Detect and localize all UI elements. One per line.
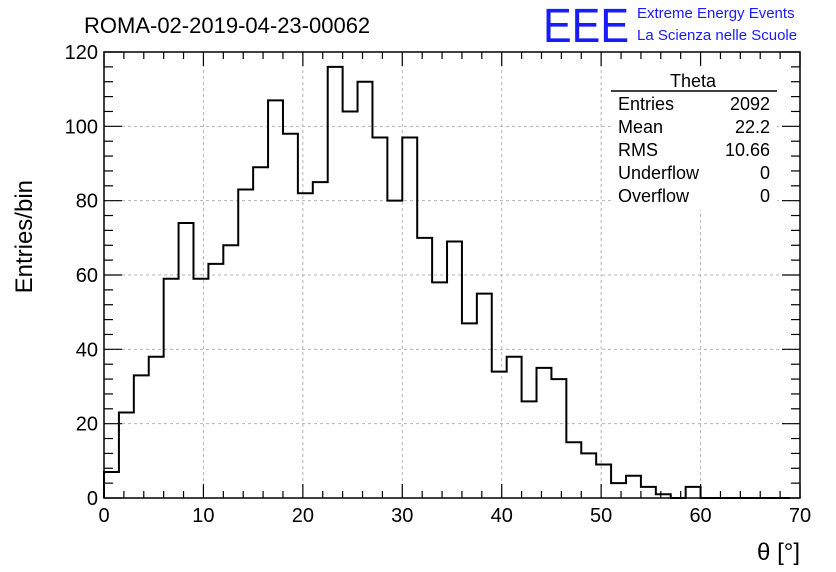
y-tick-label: 40 xyxy=(76,339,98,361)
eee-logo: EEE Extreme Energy Events La Scienza nel… xyxy=(543,0,797,53)
y-tick-label: 0 xyxy=(87,488,98,510)
stats-row-value: 2092 xyxy=(730,94,770,114)
y-tick-label: 80 xyxy=(76,191,98,213)
y-tick-label: 120 xyxy=(65,42,98,64)
x-tick-label: 20 xyxy=(292,505,314,527)
axis-ticks xyxy=(103,51,801,499)
logo-line-1: Extreme Energy Events xyxy=(637,5,795,22)
y-axis-title: Entries/bin xyxy=(11,180,38,293)
stats-box: Theta Entries 2092 Mean 22.2 RMS 10.66 Underfl… xyxy=(611,66,777,210)
x-tick-labels: 0 10 20 30 40 50 60 70 xyxy=(98,505,811,527)
y-tick-labels: 0 20 40 60 80 100 120 xyxy=(65,42,98,510)
x-tick-label: 0 xyxy=(98,505,109,527)
chart-title: ROMA-02-2019-04-23-00062 xyxy=(84,13,370,38)
stats-row-label: Underflow xyxy=(618,163,700,183)
logo-line-2: La Scienza nelle Scuole xyxy=(637,27,797,44)
stats-row-value: 0 xyxy=(760,163,770,183)
x-tick-label: 30 xyxy=(391,505,413,527)
stats-row-value: 10.66 xyxy=(725,140,770,160)
x-tick-label: 10 xyxy=(192,505,214,527)
x-tick-label: 70 xyxy=(789,505,811,527)
histogram-series xyxy=(103,65,791,499)
grid-layer xyxy=(104,52,800,498)
y-tick-label: 60 xyxy=(76,265,98,287)
x-tick-label: 50 xyxy=(590,505,612,527)
x-tick-label: 40 xyxy=(491,505,513,527)
stats-row-label: RMS xyxy=(618,140,658,160)
logo-mark: EEE xyxy=(543,0,629,53)
x-tick-label: 60 xyxy=(689,505,711,527)
stats-row-label: Overflow xyxy=(618,186,690,206)
stats-row-label: Mean xyxy=(618,117,663,137)
stats-row-label: Entries xyxy=(618,94,674,114)
y-tick-label: 100 xyxy=(65,116,98,138)
stats-rows: Entries 2092 Mean 22.2 RMS 10.66 Underflow 0 Ove… xyxy=(618,94,770,206)
stats-row-value: 22.2 xyxy=(735,117,770,137)
y-tick-label: 20 xyxy=(76,414,98,436)
stats-row-value: 0 xyxy=(760,186,770,206)
stats-box-background xyxy=(611,66,777,210)
x-axis-title: θ [°] xyxy=(757,539,800,566)
stats-title: Theta xyxy=(670,71,717,91)
